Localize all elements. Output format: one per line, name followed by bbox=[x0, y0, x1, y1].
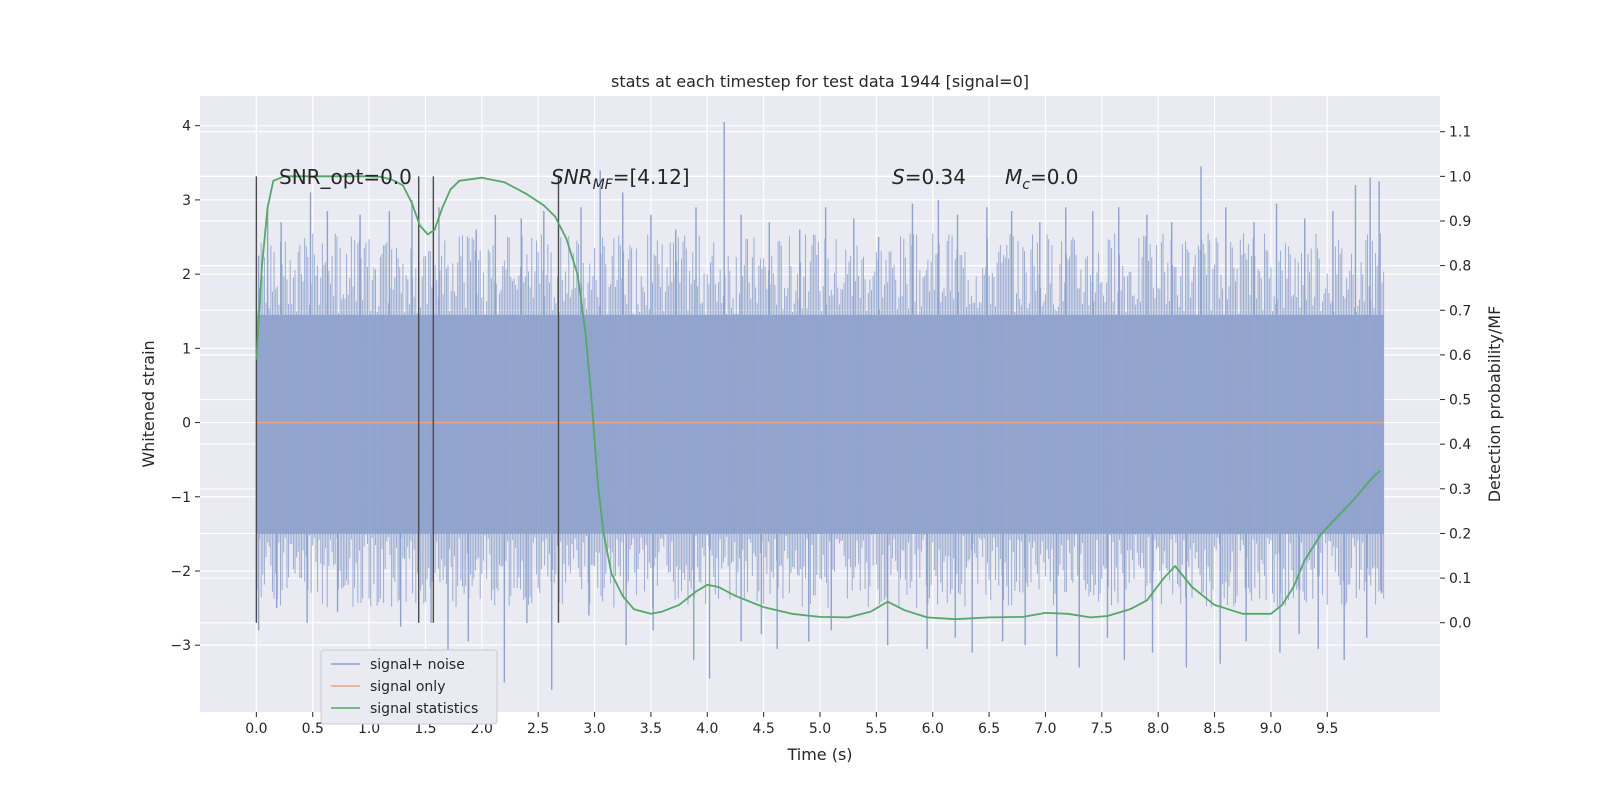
y-right-tick-label: 0.8 bbox=[1449, 259, 1471, 275]
y-tick-label: −2 bbox=[170, 564, 191, 580]
legend-box bbox=[320, 649, 498, 725]
x-tick-label: 3.0 bbox=[583, 721, 605, 737]
s-value: =0.34 bbox=[905, 165, 966, 189]
y-right-tick-label: 1.1 bbox=[1449, 125, 1471, 141]
x-tick-label: 4.0 bbox=[696, 721, 718, 737]
y-tick-label: −3 bbox=[170, 638, 191, 654]
y-right-tick-label: 0.7 bbox=[1449, 303, 1471, 319]
legend-label-signal-only: signal only bbox=[370, 679, 445, 695]
legend-label-signal-statistics: signal statistics bbox=[370, 701, 478, 717]
snr-opt-annotation: SNR_opt=0.0 bbox=[279, 165, 412, 189]
x-tick-label: 8.5 bbox=[1203, 721, 1225, 737]
x-tick-label: 9.0 bbox=[1260, 721, 1282, 737]
snr-mf-annotation: SNRMF=[4.12] bbox=[551, 165, 690, 193]
mc-annotation: Mc=0.0 bbox=[1005, 165, 1079, 193]
y-right-tick-label: 0.4 bbox=[1449, 437, 1471, 453]
x-tick-label: 1.5 bbox=[414, 721, 436, 737]
y-tick-label: −1 bbox=[170, 490, 191, 506]
x-tick-label: 7.5 bbox=[1091, 721, 1113, 737]
snr-mf-main: SNR bbox=[551, 165, 593, 189]
y-tick-label: 2 bbox=[182, 267, 191, 283]
x-tick-label: 6.0 bbox=[922, 721, 944, 737]
y-axis-label: Whitened strain bbox=[139, 340, 158, 467]
y-right-tick-label: 0.5 bbox=[1449, 393, 1471, 409]
x-axis-label: Time (s) bbox=[786, 745, 852, 764]
x-tick-label: 1.0 bbox=[358, 721, 380, 737]
snr-mf-sub: MF bbox=[593, 177, 614, 193]
y-tick-label: 4 bbox=[182, 119, 191, 135]
x-tick-label: 5.5 bbox=[865, 721, 887, 737]
x-tick-label: 7.0 bbox=[1034, 721, 1056, 737]
axis-ticks: 0.0 0.5 1.0 1.5 2.0 2.5 3.0 3.5 4.0 4.5 5.0 5.5 6.0 6… bbox=[170, 119, 1471, 737]
y-tick-label: 0 bbox=[182, 416, 191, 432]
x-tick-label: 3.5 bbox=[640, 721, 662, 737]
x-tick-label: 8.0 bbox=[1147, 721, 1169, 737]
mc-sub: c bbox=[1022, 177, 1030, 193]
y-tick-label: 3 bbox=[182, 193, 191, 209]
signal-statistics-series bbox=[255, 175, 1381, 621]
s-annotation: S=0.34 bbox=[892, 165, 966, 189]
mc-value: =0.0 bbox=[1030, 165, 1079, 189]
x-tick-label: 0.0 bbox=[245, 721, 267, 737]
x-tick-label: 0.5 bbox=[302, 721, 324, 737]
s-var: S bbox=[892, 165, 905, 189]
x-tick-label: 4.5 bbox=[753, 721, 775, 737]
x-tick-label: 6.5 bbox=[978, 721, 1000, 737]
x-tick-label: 2.5 bbox=[527, 721, 549, 737]
signal-noise-series bbox=[255, 121, 1385, 690]
legend-label-signal-noise: signal+ noise bbox=[370, 657, 465, 673]
vertical-markers bbox=[255, 176, 560, 623]
y-right-tick-label: 0.9 bbox=[1449, 214, 1471, 230]
mc-var: M bbox=[1005, 165, 1022, 189]
x-tick-label: 5.0 bbox=[809, 721, 831, 737]
snr-mf-value: =[4.12] bbox=[613, 165, 690, 189]
y-right-tick-label: 0.2 bbox=[1449, 526, 1471, 542]
y-right-tick-label: 1.0 bbox=[1449, 169, 1471, 185]
y-right-tick-label: 0.6 bbox=[1449, 348, 1471, 364]
y-right-tick-label: 0.1 bbox=[1449, 571, 1471, 587]
chart-title: stats at each timestep for test data 194… bbox=[611, 72, 1029, 91]
y-right-tick-label: 0.0 bbox=[1449, 616, 1471, 632]
y-right-axis-label: Detection probability/MF bbox=[1485, 306, 1504, 503]
y-right-tick-label: 0.3 bbox=[1449, 482, 1471, 498]
legend: signal+ noise signal only signal statist… bbox=[320, 649, 498, 725]
signal-statistics-line bbox=[255, 175, 1381, 621]
y-tick-label: 1 bbox=[182, 341, 191, 357]
x-tick-label: 9.5 bbox=[1316, 721, 1338, 737]
x-tick-label: 2.0 bbox=[471, 721, 493, 737]
